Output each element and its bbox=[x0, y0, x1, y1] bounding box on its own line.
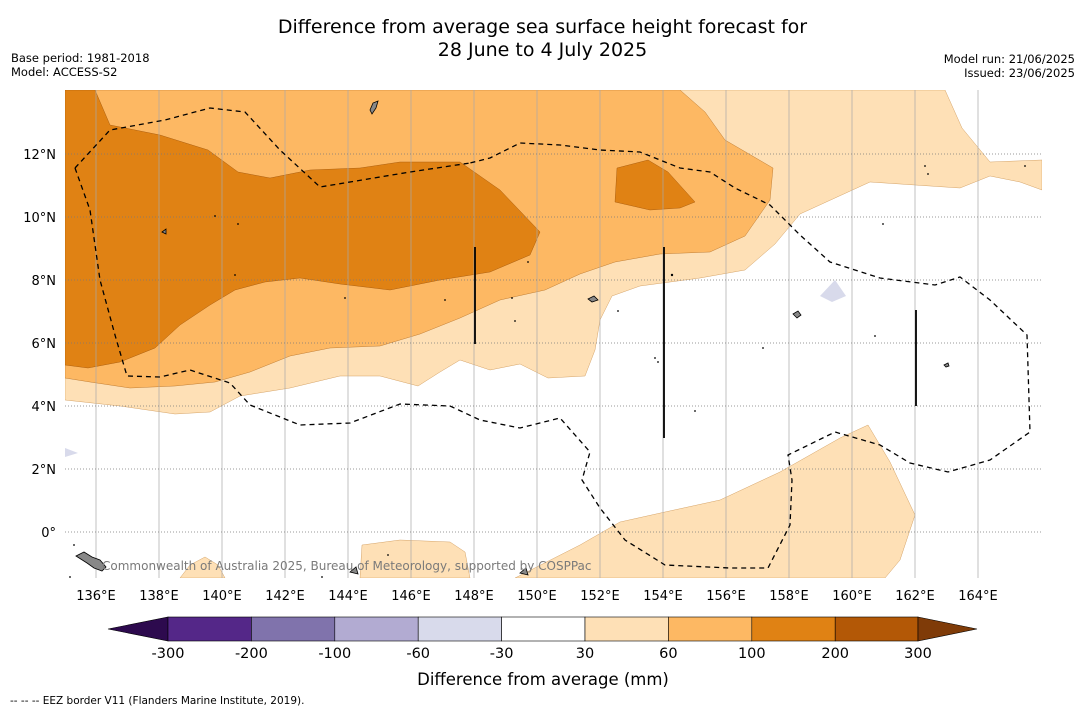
lon-label: 136°E bbox=[76, 589, 116, 604]
island-dots bbox=[69, 165, 1026, 578]
island-guam bbox=[369, 100, 379, 115]
model-label: Model: ACCESS-S2 bbox=[11, 65, 118, 79]
colorbar-swatch bbox=[251, 616, 336, 642]
lon-label: 142°E bbox=[265, 589, 305, 604]
lat-label: 10°N bbox=[23, 211, 56, 226]
colorbar-swatch bbox=[501, 616, 586, 642]
lon-label: 152°E bbox=[580, 589, 620, 604]
lat-label: 12°N bbox=[23, 148, 56, 163]
colorbar-swatch bbox=[417, 616, 502, 642]
model-run-label: Model run: 21/06/2025 bbox=[943, 52, 1075, 66]
colorbar-tick-label: -200 bbox=[235, 646, 268, 662]
contour-30-60-southwest-a bbox=[359, 539, 471, 578]
colorbar-swatch bbox=[751, 616, 836, 642]
contour-30-60-southwest-b bbox=[179, 556, 226, 578]
lat-label: 4°N bbox=[32, 400, 57, 415]
contour-100-200-east bbox=[614, 159, 696, 211]
lat-label: 8°N bbox=[32, 274, 57, 289]
eez-border-png-north bbox=[74, 142, 1031, 569]
title-line-2: 28 June to 4 July 2025 bbox=[437, 39, 648, 61]
island-png-coast bbox=[75, 551, 107, 572]
colorbar-tick-label: -300 bbox=[152, 646, 185, 662]
island-chuuk bbox=[587, 295, 599, 303]
colorbar-swatch bbox=[668, 616, 753, 642]
map-area: Commonwealth of Australia 2025, Bureau o… bbox=[65, 90, 1042, 578]
base-period-label: Base period: 1981-2018 bbox=[11, 51, 150, 65]
colorbar-swatch bbox=[167, 616, 252, 642]
island-small-c bbox=[519, 567, 529, 576]
island-small-a bbox=[161, 228, 167, 235]
contour-neg-30-60-east bbox=[820, 280, 846, 302]
lon-label: 160°E bbox=[832, 589, 872, 604]
lon-label: 164°E bbox=[958, 589, 998, 604]
colorbar-tick-label: -60 bbox=[406, 646, 430, 662]
colorbar-tick-label: -100 bbox=[318, 646, 351, 662]
attribution-text: Commonwealth of Australia 2025, Bureau o… bbox=[102, 559, 592, 573]
colorbar-swatch bbox=[584, 616, 669, 642]
colorbar-extend-under bbox=[107, 616, 169, 642]
lon-label: 150°E bbox=[517, 589, 557, 604]
boundary-segments bbox=[474, 247, 917, 438]
eez-border-palau bbox=[74, 107, 471, 188]
lon-label: 154°E bbox=[643, 589, 683, 604]
lon-label: 144°E bbox=[328, 589, 368, 604]
lon-label: 158°E bbox=[769, 589, 809, 604]
eez-borders bbox=[74, 107, 1031, 569]
latitude-labels: 12°N 10°N 8°N 6°N 4°N 2°N 0° bbox=[23, 148, 56, 541]
lon-label: 138°E bbox=[139, 589, 179, 604]
colorbar-tick-label: 300 bbox=[904, 646, 932, 662]
colorbar-swatch bbox=[334, 616, 419, 642]
lon-label: 156°E bbox=[706, 589, 746, 604]
colorbar-tick-label: 30 bbox=[576, 646, 594, 662]
island-kosrae bbox=[943, 362, 950, 368]
lon-label: 140°E bbox=[202, 589, 242, 604]
colorbar-tick-label: 60 bbox=[659, 646, 677, 662]
colorbar: -300 -200 -100 -60 -30 30 60 100 200 300… bbox=[107, 616, 978, 689]
lon-label: 148°E bbox=[454, 589, 494, 604]
colorbar-extend-over bbox=[917, 616, 978, 642]
colorbar-tick-label: 100 bbox=[738, 646, 766, 662]
islands bbox=[75, 100, 950, 576]
footnote-eez-legend: -- -- -- EEZ border V11 (Flanders Marine… bbox=[10, 695, 305, 707]
colorbar-tick-label: -30 bbox=[490, 646, 514, 662]
lat-label: 2°N bbox=[32, 463, 57, 478]
lon-label: 162°E bbox=[895, 589, 935, 604]
meridian-lines bbox=[95, 90, 979, 578]
island-small-b bbox=[349, 566, 359, 575]
colorbar-swatch bbox=[834, 616, 919, 642]
title-line-1: Difference from average sea surface heig… bbox=[277, 16, 808, 38]
contour-30-60-south bbox=[514, 424, 916, 578]
parallel-lines bbox=[65, 153, 1042, 533]
longitude-labels: 136°E 138°E 140°E 142°E 144°E 146°E 148°… bbox=[76, 589, 998, 604]
lon-label: 146°E bbox=[391, 589, 431, 604]
issued-label: Issued: 23/06/2025 bbox=[964, 66, 1075, 80]
contour-neg-30-60-west bbox=[65, 448, 78, 457]
colorbar-tick-label: 200 bbox=[821, 646, 849, 662]
contour-100-200-west bbox=[65, 90, 541, 369]
island-pohnpei bbox=[792, 310, 802, 319]
lat-label: 6°N bbox=[32, 337, 57, 352]
lat-label: 0° bbox=[41, 526, 56, 541]
colorbar-label: Difference from average (mm) bbox=[417, 670, 669, 689]
